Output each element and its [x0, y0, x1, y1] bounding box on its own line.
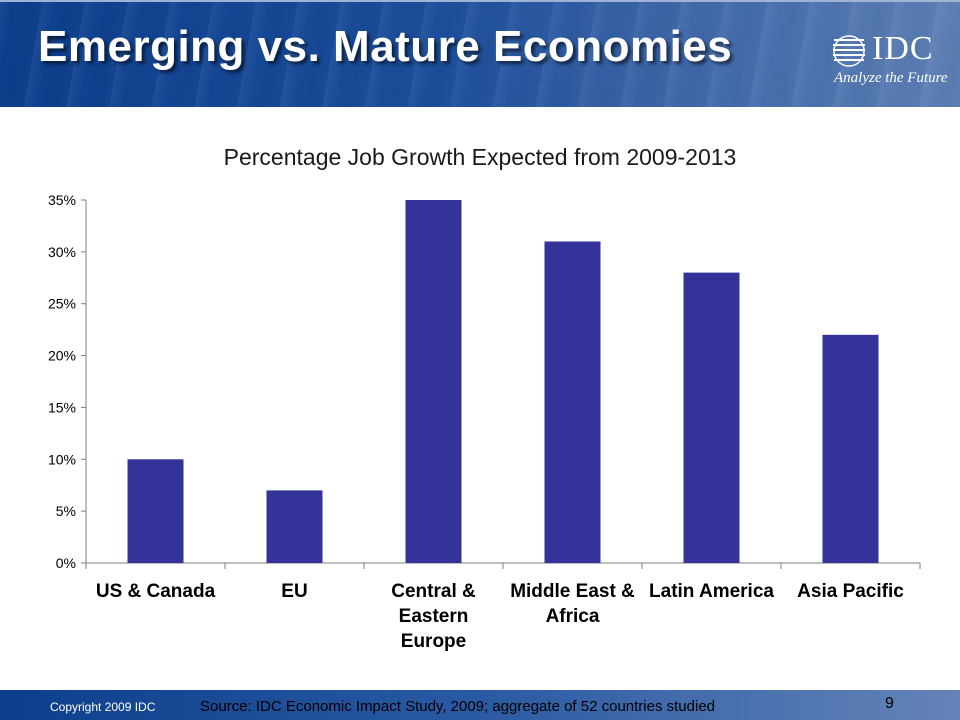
y-tick-label: 0% — [56, 555, 76, 571]
x-tick-label: Asia Pacific — [797, 581, 904, 602]
x-tick-label-line: Asia Pacific — [797, 581, 904, 602]
y-tick-label: 5% — [56, 503, 76, 519]
x-tick-label-line: Europe — [401, 631, 466, 652]
slide-footer — [0, 690, 960, 720]
bar — [822, 334, 879, 563]
x-tick-label-line: EU — [281, 581, 307, 602]
bar — [127, 459, 184, 563]
bar — [266, 490, 323, 563]
x-axis — [85, 562, 921, 569]
source-note: Source: IDC Economic Impact Study, 2009;… — [200, 698, 716, 715]
page-number: 9 — [885, 695, 894, 712]
x-tick-label: Central & Eastern Europe — [391, 581, 476, 652]
x-tick-label: EU — [281, 581, 307, 602]
x-tick-label: Middle East & Africa — [510, 581, 635, 627]
y-tick-label: 25% — [48, 296, 76, 312]
x-tick-label-line: Middle East & — [510, 581, 635, 602]
x-tick-label-line: Eastern — [399, 606, 469, 627]
y-tick-label: 10% — [48, 451, 76, 467]
x-tick-label: US & Canada — [96, 581, 216, 602]
copyright-text: Copyright 2009 IDC — [50, 700, 156, 714]
x-tick-label-line: Africa — [546, 606, 600, 627]
chart-title: Percentage Job Growth Expected from 2009… — [223, 144, 737, 170]
slide-title: Emerging vs. Mature Economies — [38, 22, 733, 71]
x-tick-label-line: US & Canada — [96, 581, 216, 602]
x-tick-label-line: Central & — [391, 581, 476, 602]
y-axis: 0% 5% 10% 15% 20% 25% 30% 35% — [48, 192, 87, 571]
y-tick-label: 20% — [48, 348, 76, 364]
idc-logo: IDC Analyze the Future — [832, 30, 952, 90]
slide-header — [0, 0, 960, 107]
logo-tagline: Analyze the Future — [834, 70, 948, 86]
bar-chart: 0% 5% 10% 15% 20% 25% 30% 35% US & Canada EU Cent… — [48, 192, 921, 652]
header-top-line — [0, 0, 960, 2]
x-tick-label: Latin America — [649, 581, 774, 602]
idc-globe-icon — [833, 35, 865, 67]
bar — [683, 272, 740, 563]
bar — [405, 200, 462, 563]
header-texture — [0, 0, 960, 107]
x-tick-label-line: Latin America — [649, 581, 774, 602]
y-tick-label: 35% — [48, 192, 76, 208]
y-tick-label: 30% — [48, 244, 76, 260]
bars — [127, 200, 879, 563]
logo-word: IDC — [872, 30, 934, 67]
x-tick-labels: US & Canada EU Central & Eastern Europe Middl… — [96, 581, 904, 652]
bar — [544, 241, 601, 563]
y-tick-label: 15% — [48, 399, 76, 415]
